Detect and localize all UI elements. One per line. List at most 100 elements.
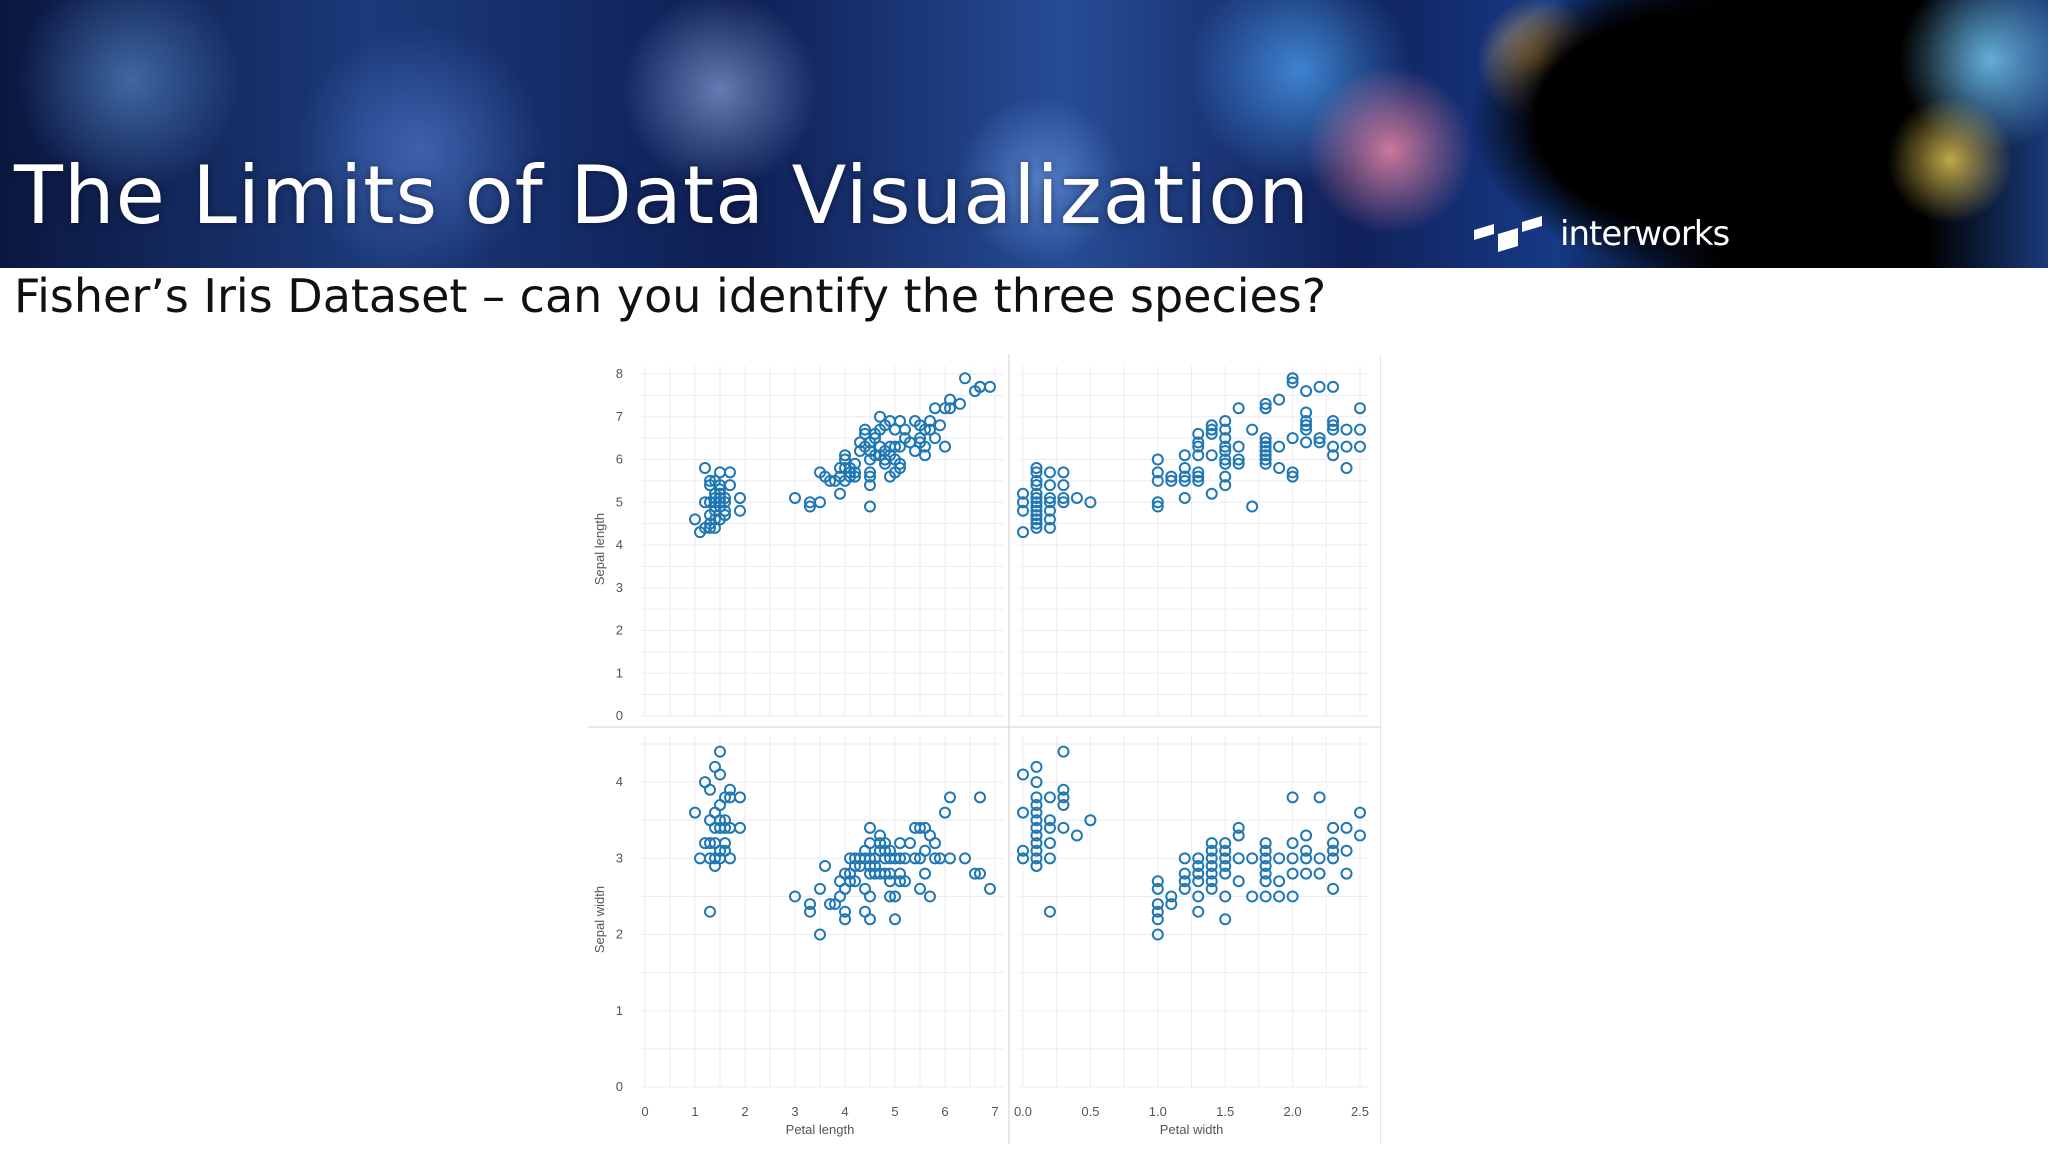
data-point bbox=[1057, 791, 1070, 804]
data-point bbox=[814, 882, 826, 895]
x-tick-label: 0 bbox=[641, 1104, 648, 1119]
x-tick-label: 4 bbox=[841, 1104, 848, 1119]
data-point bbox=[909, 444, 921, 457]
data-point bbox=[1043, 821, 1056, 834]
data-point bbox=[1030, 837, 1043, 850]
data-point bbox=[1192, 440, 1205, 453]
data-point bbox=[1165, 470, 1178, 483]
data-point bbox=[1219, 844, 1232, 857]
data-point bbox=[1219, 453, 1232, 466]
data-point bbox=[849, 470, 861, 483]
data-point bbox=[864, 466, 876, 479]
data-point bbox=[1151, 882, 1164, 895]
data-point bbox=[899, 423, 911, 436]
data-point bbox=[1259, 440, 1272, 453]
data-point bbox=[1219, 457, 1232, 470]
data-point bbox=[844, 875, 856, 888]
header-banner: The Limits of Data Visualization interwo… bbox=[0, 0, 2048, 268]
data-point bbox=[1030, 517, 1043, 530]
data-point bbox=[1340, 821, 1353, 834]
data-point bbox=[1030, 806, 1043, 819]
data-point bbox=[974, 791, 986, 804]
data-point bbox=[704, 474, 716, 487]
x-tick-label: 1.5 bbox=[1216, 1104, 1234, 1119]
data-point bbox=[904, 837, 916, 850]
data-point bbox=[959, 852, 971, 865]
data-point bbox=[894, 462, 906, 475]
data-point bbox=[1327, 419, 1340, 432]
data-point bbox=[1259, 432, 1272, 445]
data-point bbox=[834, 487, 846, 500]
data-point bbox=[1192, 890, 1205, 903]
data-point bbox=[1192, 427, 1205, 440]
data-point bbox=[1205, 859, 1218, 872]
data-point bbox=[1300, 852, 1313, 865]
data-point bbox=[1313, 867, 1326, 880]
data-point bbox=[1057, 496, 1070, 509]
data-point bbox=[1030, 776, 1043, 789]
data-point bbox=[974, 380, 986, 393]
data-point bbox=[1192, 470, 1205, 483]
y-tick-label: 3 bbox=[616, 580, 623, 595]
data-point bbox=[1043, 521, 1056, 534]
y-tick-label: 2 bbox=[616, 623, 623, 638]
data-point bbox=[1219, 432, 1232, 445]
data-point bbox=[914, 821, 926, 834]
data-point bbox=[1192, 867, 1205, 880]
data-point bbox=[719, 837, 731, 850]
y-tick-label: 6 bbox=[616, 452, 623, 467]
data-point bbox=[944, 402, 956, 415]
data-point bbox=[1232, 852, 1245, 865]
data-point bbox=[1043, 479, 1056, 492]
logo-text: interworks bbox=[1560, 214, 1730, 254]
data-point bbox=[1043, 852, 1056, 865]
data-point bbox=[849, 457, 861, 470]
data-point bbox=[919, 440, 931, 453]
data-point bbox=[839, 905, 851, 918]
data-point bbox=[1259, 444, 1272, 457]
data-point bbox=[1354, 440, 1366, 453]
data-point bbox=[1030, 821, 1043, 834]
data-point bbox=[1354, 402, 1366, 415]
data-point bbox=[974, 867, 986, 880]
data-point bbox=[1340, 867, 1353, 880]
data-point bbox=[1313, 436, 1326, 449]
data-point bbox=[1327, 852, 1340, 865]
data-point bbox=[1232, 821, 1245, 834]
data-point bbox=[894, 852, 906, 865]
data-point bbox=[1327, 882, 1340, 895]
data-point bbox=[944, 393, 956, 406]
data-point bbox=[1232, 440, 1245, 453]
data-point bbox=[1354, 806, 1366, 819]
data-point bbox=[1259, 859, 1272, 872]
data-point bbox=[1070, 491, 1083, 504]
data-point bbox=[1178, 474, 1191, 487]
data-point bbox=[1030, 491, 1043, 504]
data-point bbox=[1030, 474, 1043, 487]
data-point bbox=[1313, 852, 1326, 865]
data-point bbox=[714, 768, 726, 781]
data-point bbox=[1178, 491, 1191, 504]
data-point bbox=[719, 504, 731, 517]
data-point bbox=[869, 449, 881, 462]
data-point bbox=[1030, 479, 1043, 492]
data-point bbox=[1057, 798, 1070, 811]
data-point bbox=[1205, 882, 1218, 895]
data-point bbox=[959, 372, 971, 385]
data-point bbox=[1030, 500, 1043, 513]
data-point bbox=[1017, 844, 1029, 857]
data-point bbox=[874, 410, 886, 423]
data-point bbox=[804, 905, 816, 918]
y-tick-label: 2 bbox=[616, 927, 623, 942]
data-point bbox=[1017, 496, 1029, 509]
interworks-logo: interworks bbox=[1472, 212, 1730, 256]
data-point bbox=[1151, 898, 1164, 911]
data-point bbox=[1300, 844, 1313, 857]
data-point bbox=[1327, 844, 1340, 857]
data-point bbox=[1151, 913, 1164, 926]
data-point bbox=[1192, 875, 1205, 888]
data-point bbox=[1300, 385, 1313, 398]
x-tick-label: 6 bbox=[941, 1104, 948, 1119]
data-point bbox=[859, 423, 871, 436]
data-point bbox=[894, 837, 906, 850]
